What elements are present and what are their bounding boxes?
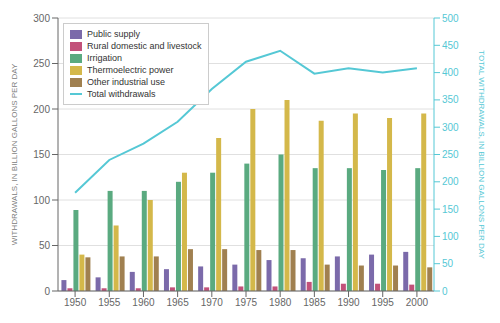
svg-text:1955: 1955	[98, 297, 121, 308]
svg-text:100: 100	[33, 195, 50, 206]
svg-text:400: 400	[442, 67, 459, 78]
html-text:Rural domestic and livestock: Rural domestic and livestock	[87, 41, 202, 51]
html-text:Total withdrawals: Total withdrawals	[87, 89, 156, 99]
svg-text:1950: 1950	[64, 297, 87, 308]
svg-text:WITHDRAWALS, IN BILLION GALLON: WITHDRAWALS, IN BILLION GALLONS PER DAY	[10, 63, 19, 245]
svg-text:TOTAL WITHDRAWALS, IN BILLION: TOTAL WITHDRAWALS, IN BILLION GALLONS PE…	[477, 50, 486, 259]
svg-text:2000: 2000	[406, 297, 429, 308]
svg-text:450: 450	[442, 40, 459, 51]
html-text:Thermoelectric power: Thermoelectric power	[87, 65, 174, 75]
html-text:Public supply: Public supply	[87, 29, 140, 39]
svg-text:500: 500	[442, 13, 459, 24]
svg-text:1970: 1970	[201, 297, 224, 308]
svg-text:200: 200	[33, 104, 50, 115]
html-text:Irrigation: Irrigation	[87, 53, 122, 63]
svg-text:300: 300	[33, 13, 50, 24]
svg-text:50: 50	[39, 240, 51, 251]
svg-text:100: 100	[442, 231, 459, 242]
svg-text:1965: 1965	[167, 297, 190, 308]
svg-text:350: 350	[442, 94, 459, 105]
svg-text:1960: 1960	[132, 297, 155, 308]
svg-text:1990: 1990	[337, 297, 360, 308]
svg-text:0: 0	[442, 286, 448, 297]
svg-text:1975: 1975	[235, 297, 258, 308]
svg-text:250: 250	[442, 149, 459, 160]
svg-text:300: 300	[442, 122, 459, 133]
svg-text:1980: 1980	[269, 297, 292, 308]
svg-text:150: 150	[442, 204, 459, 215]
svg-text:1995: 1995	[372, 297, 395, 308]
svg-text:150: 150	[33, 149, 50, 160]
svg-text:200: 200	[442, 176, 459, 187]
svg-text:0: 0	[44, 286, 50, 297]
svg-text:250: 250	[33, 58, 50, 69]
svg-text:1985: 1985	[303, 297, 326, 308]
html-text:Other industrial use: Other industrial use	[87, 77, 165, 87]
svg-text:50: 50	[442, 258, 454, 269]
